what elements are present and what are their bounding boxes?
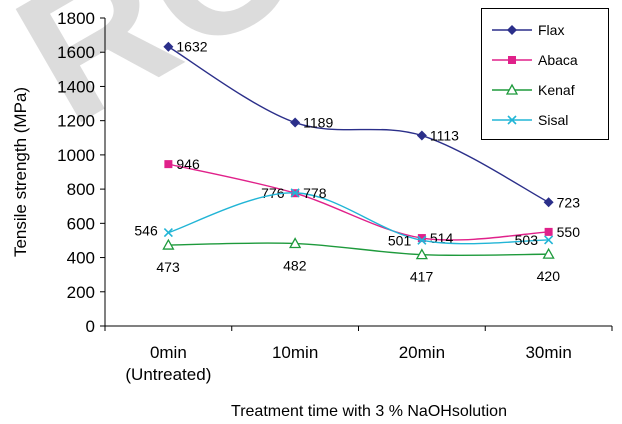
data-label-flax: 1632	[176, 39, 207, 55]
y-tick-label: 1200	[57, 112, 95, 131]
y-tick-label: 1600	[57, 43, 95, 62]
y-tick-label: 600	[67, 214, 95, 233]
data-label-sisal: 501	[388, 232, 412, 248]
legend-swatch	[492, 56, 532, 64]
legend-item-flax: Flax	[490, 15, 608, 45]
data-label-kenaf: 473	[156, 259, 180, 275]
data-label-kenaf: 417	[410, 269, 434, 285]
y-tick-label: 1000	[57, 146, 95, 165]
data-label-flax: 1113	[430, 128, 459, 144]
series-line-kenaf	[168, 242, 549, 257]
legend-swatch	[492, 25, 532, 35]
legend-swatch	[492, 83, 532, 95]
legend: Flax Abaca Kenaf Sisal	[481, 8, 609, 140]
y-tick-label: 1800	[57, 9, 95, 28]
data-label-sisal: 503	[515, 232, 539, 248]
data-label-abaca: 946	[176, 156, 200, 172]
data-label-flax: 723	[557, 194, 581, 210]
y-tick-label: 0	[86, 317, 95, 336]
legend-swatch	[492, 115, 532, 125]
x-tick-label: 10min	[272, 343, 318, 362]
point-flax	[290, 117, 301, 128]
point-abaca	[417, 234, 426, 243]
point-flax	[163, 41, 174, 52]
x-tick-label: 0min	[150, 343, 187, 362]
point-sisal	[417, 235, 427, 245]
x-tick-label: 20min	[399, 343, 445, 362]
y-tick-label: 1400	[57, 77, 95, 96]
x-axis-title: Treatment time with 3 % NaOHsolution	[231, 403, 507, 420]
y-tick-label: 400	[67, 249, 95, 268]
point-abaca	[164, 160, 173, 169]
data-label-abaca: 550	[557, 224, 581, 240]
legend-item-kenaf: Kenaf	[490, 75, 608, 105]
point-flax	[416, 130, 427, 141]
legend-label: Abaca	[538, 52, 578, 68]
point-sisal	[290, 188, 300, 198]
point-sisal	[163, 228, 173, 238]
point-kenaf	[162, 238, 175, 250]
legend-item-abaca: Abaca	[490, 45, 608, 75]
legend-label: Kenaf	[538, 82, 575, 98]
point-abaca	[544, 227, 553, 236]
data-label-abaca: 776	[261, 185, 285, 201]
data-label-sisal: 778	[303, 185, 327, 201]
point-kenaf	[415, 248, 428, 260]
data-label-sisal: 546	[134, 223, 158, 239]
y-tick-label: 200	[67, 283, 95, 302]
x-tick-label: 30min	[525, 343, 571, 362]
data-label-flax: 1189	[303, 115, 333, 131]
x-tick-label: (Untreated)	[125, 365, 211, 384]
series-line-abaca	[168, 163, 549, 241]
legend-label: Flax	[538, 22, 565, 38]
data-label-kenaf: 482	[283, 258, 307, 274]
point-sisal	[544, 235, 554, 245]
point-flax	[543, 197, 554, 208]
y-tick-label: 800	[67, 180, 95, 199]
series-line-flax	[168, 46, 549, 203]
legend-label: Sisal	[538, 112, 569, 128]
point-kenaf	[542, 247, 555, 259]
data-label-kenaf: 420	[537, 268, 561, 284]
series-line-sisal	[168, 192, 549, 245]
legend-item-sisal: Sisal	[490, 105, 608, 135]
point-kenaf	[289, 237, 302, 249]
y-axis-title: Tensile strength (MPa)	[11, 87, 30, 257]
